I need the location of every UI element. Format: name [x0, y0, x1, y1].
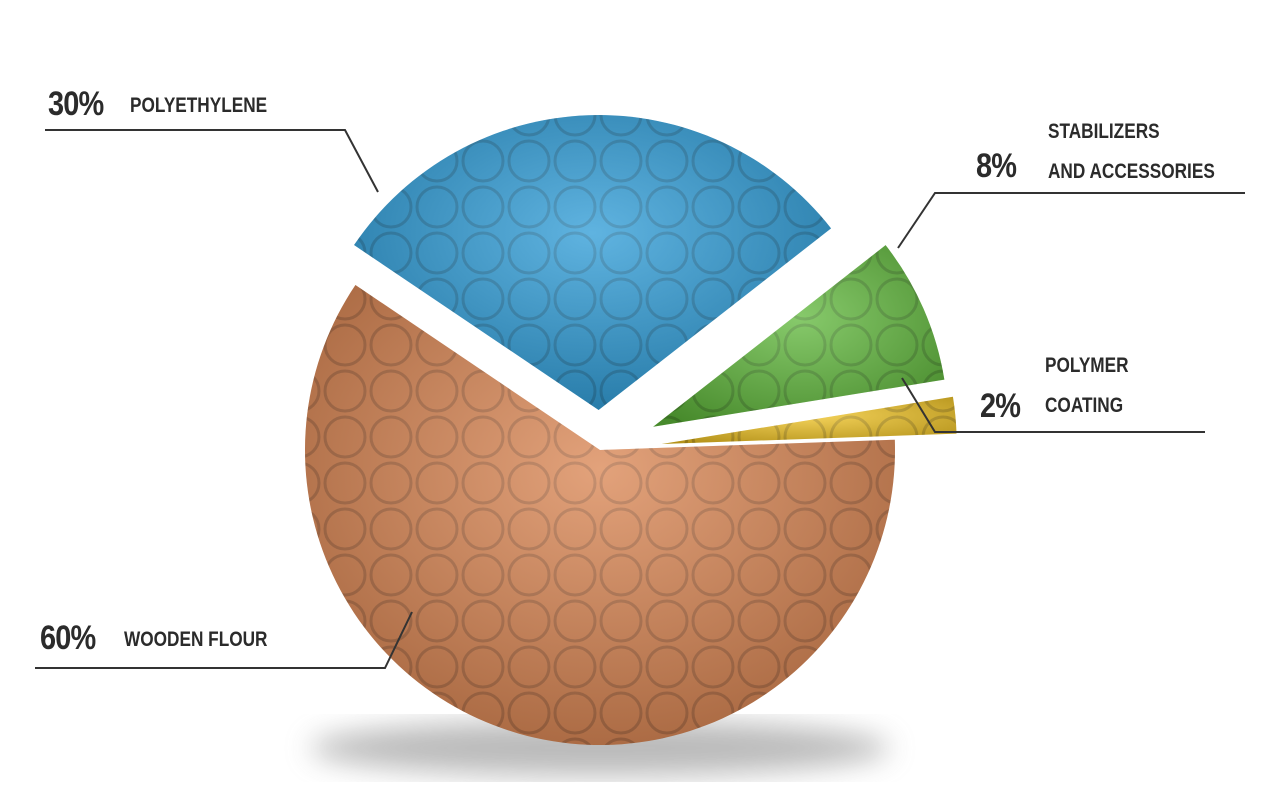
value-label: 60% — [40, 619, 96, 657]
value-label: 8% — [976, 147, 1017, 185]
slice-shade — [653, 245, 945, 427]
slice-shade — [661, 396, 957, 444]
value-label: 30% — [48, 85, 104, 123]
leader-line — [45, 129, 379, 193]
category-label: POLYETHYLENE — [130, 94, 268, 117]
leader-line — [35, 611, 413, 669]
leader-line — [901, 377, 1205, 433]
category-label: WOODEN FLOUR — [124, 628, 268, 651]
leader-line — [897, 192, 1245, 249]
slice-shade — [354, 115, 832, 411]
slice-shade — [304, 285, 896, 745]
category-label: POLYMER COATING — [1045, 354, 1129, 417]
value-label: 2% — [980, 387, 1021, 425]
shadow — [310, 720, 890, 776]
category-label: STABILIZERS AND ACCESSORIES — [1048, 120, 1215, 183]
